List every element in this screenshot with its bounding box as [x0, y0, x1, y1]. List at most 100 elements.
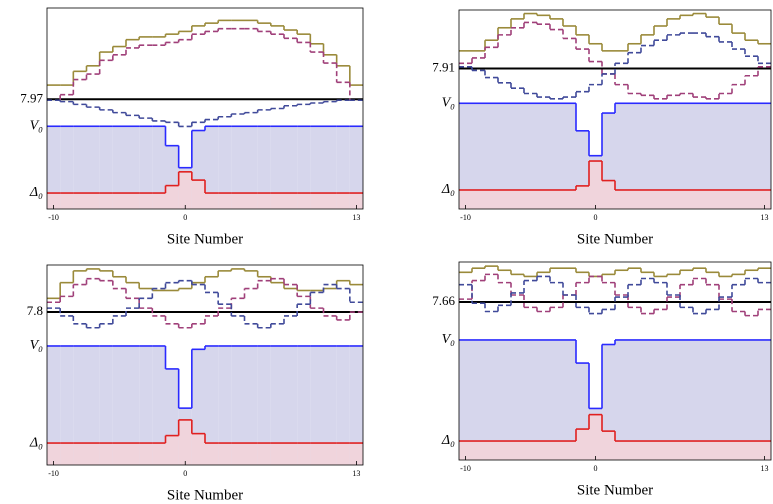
area-step	[205, 345, 219, 465]
area-step	[126, 193, 140, 209]
area-step	[112, 443, 126, 465]
area-step	[628, 441, 641, 460]
area-step	[336, 193, 350, 209]
area-step	[284, 345, 298, 465]
area-step	[310, 443, 324, 465]
area-step	[231, 443, 245, 465]
area-step	[323, 345, 337, 465]
area-step	[349, 193, 363, 209]
area-step	[706, 441, 719, 460]
area-step	[732, 189, 745, 209]
x-tick-label: 13	[352, 469, 360, 478]
area-step	[498, 189, 511, 209]
area-step	[336, 345, 350, 465]
area-step	[99, 443, 113, 465]
area-step	[758, 189, 771, 209]
area-step	[758, 339, 771, 460]
area-step	[693, 189, 706, 209]
area-step	[310, 193, 324, 209]
area-step	[47, 193, 61, 209]
area-step	[257, 443, 271, 465]
area-step	[693, 339, 706, 460]
area-step	[257, 345, 271, 465]
area-step	[191, 433, 205, 465]
area-step	[60, 126, 74, 209]
area-step	[745, 339, 758, 460]
area-step	[47, 126, 61, 209]
area-step	[563, 103, 576, 209]
area-step	[47, 345, 61, 465]
area-step	[323, 193, 337, 209]
area-step	[459, 103, 472, 209]
area-step	[244, 443, 258, 465]
area-step	[139, 126, 153, 209]
area-step	[297, 443, 311, 465]
y-tick-label: Δ₀	[441, 433, 455, 448]
area-step	[86, 193, 100, 209]
area-step	[257, 126, 271, 209]
area-step	[524, 189, 537, 209]
x-axis-label: Site Number	[577, 231, 653, 247]
x-tick-label: 0	[183, 213, 187, 222]
plot-frame	[46, 7, 364, 210]
area-step	[537, 339, 550, 460]
area-step	[680, 189, 693, 209]
area-step	[191, 180, 205, 209]
area-step	[112, 345, 126, 465]
area-step	[719, 441, 732, 460]
area-step	[745, 103, 758, 209]
area-step	[758, 441, 771, 460]
plot-frame	[46, 264, 364, 466]
x-tick-label: 0	[594, 464, 598, 473]
y-tick-label: V₀	[30, 338, 44, 353]
area-step	[524, 339, 537, 460]
area-step	[99, 193, 113, 209]
area-step	[218, 126, 232, 209]
area-step	[349, 126, 363, 209]
area-step	[745, 189, 758, 209]
y-tick-label: Δ₀	[29, 435, 43, 450]
area-step	[628, 189, 641, 209]
area-step	[498, 339, 511, 460]
area-step	[336, 126, 350, 209]
area-step	[139, 345, 153, 465]
area-step	[459, 339, 472, 460]
area-step	[47, 443, 61, 465]
area-step	[576, 429, 589, 460]
area-step	[498, 441, 511, 460]
area-step	[165, 185, 179, 209]
area-step	[472, 339, 485, 460]
step-riser	[59, 28, 351, 101]
area-step	[511, 189, 524, 209]
area-step	[126, 345, 140, 465]
area-step	[459, 189, 472, 209]
area-step	[73, 443, 87, 465]
area-step	[563, 441, 576, 460]
area-step	[472, 441, 485, 460]
area-step	[589, 414, 602, 460]
area-step	[459, 441, 472, 460]
area-step	[60, 193, 74, 209]
step-riser	[59, 268, 351, 299]
area-step	[73, 126, 87, 209]
area-step	[563, 189, 576, 209]
area-step	[537, 441, 550, 460]
area-step	[86, 443, 100, 465]
area-step	[628, 339, 641, 460]
y-tick-label: Δ₀	[29, 185, 43, 200]
area-step	[284, 193, 298, 209]
area-step	[615, 103, 628, 209]
area-step	[231, 126, 245, 209]
area-step	[719, 103, 732, 209]
step-riser	[484, 13, 759, 51]
area-step	[667, 103, 680, 209]
step-riser	[59, 278, 351, 328]
area-step	[680, 441, 693, 460]
area-step	[270, 126, 284, 209]
area-step	[641, 103, 654, 209]
area-step	[336, 443, 350, 465]
area-step	[511, 103, 524, 209]
area-step	[654, 189, 667, 209]
step-riser	[164, 345, 206, 409]
area-step	[310, 126, 324, 209]
